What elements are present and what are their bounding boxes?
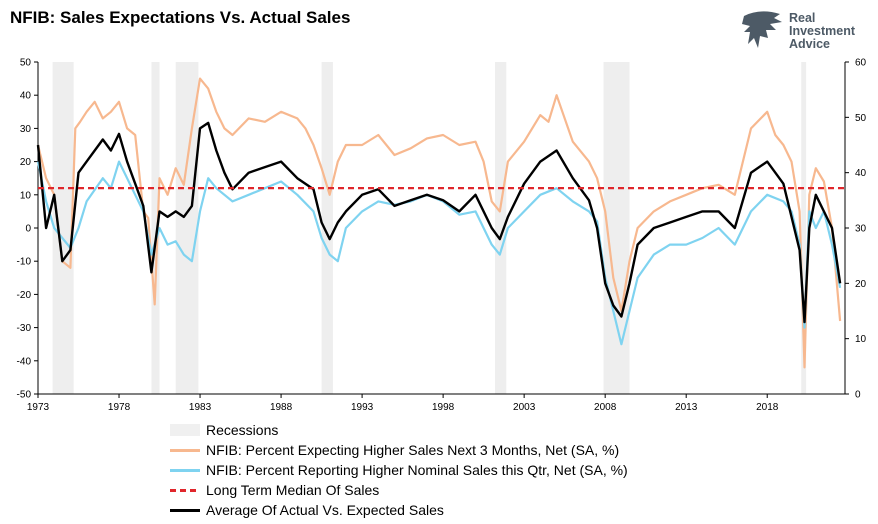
left-tick-label-3: 20 [20, 157, 32, 168]
left-tick-label-4: 10 [20, 190, 32, 201]
legend-label-median: Long Term Median Of Sales [206, 482, 380, 498]
series-line-2 [36, 121, 842, 324]
left-tick-label-8: -30 [17, 323, 32, 334]
recession-band-4 [494, 62, 507, 394]
legend-swatch-recessions [170, 424, 200, 436]
right-tick-label-5: 10 [855, 334, 867, 345]
x-tick-label-3: 1988 [270, 402, 293, 413]
brand-line-1: Real [789, 11, 816, 25]
brand-logo: Real Investment Advice [740, 8, 872, 54]
recession-band-0 [52, 62, 74, 394]
left-tick-label-1: 40 [20, 91, 32, 102]
x-tick-label-2: 1983 [189, 402, 212, 413]
brand-line-3: Advice [789, 37, 830, 51]
brand-line-2: Investment [789, 24, 855, 38]
recession-band-6 [801, 62, 807, 394]
legend: Recessions NFIB: Percent Expecting Highe… [170, 420, 628, 520]
left-tick-label-10: -50 [17, 390, 32, 401]
left-tick-label-2: 30 [20, 124, 32, 135]
right-tick-label-2: 40 [855, 168, 867, 179]
series-layer [36, 77, 842, 369]
eagle-icon [742, 11, 782, 48]
legend-swatch-average [170, 508, 200, 512]
chart-title: NFIB: Sales Expectations Vs. Actual Sale… [10, 8, 351, 27]
legend-swatch-actual [170, 468, 200, 472]
legend-label-actual: NFIB: Percent Reporting Higher Nominal S… [206, 462, 628, 478]
legend-item-recessions: Recessions [170, 420, 628, 440]
legend-item-actual: NFIB: Percent Reporting Higher Nominal S… [170, 460, 628, 480]
right-tick-label-6: 0 [855, 390, 861, 401]
x-tick-label-1: 1978 [108, 402, 131, 413]
recession-band-3 [321, 62, 333, 394]
legend-label-average: Average Of Actual Vs. Expected Sales [206, 502, 444, 518]
left-tick-label-0: 50 [20, 58, 32, 69]
x-tick-label-7: 2008 [594, 402, 617, 413]
left-tick-label-5: 0 [25, 224, 31, 235]
legend-item-expectations: NFIB: Percent Expecting Higher Sales Nex… [170, 440, 628, 460]
recession-band-2 [175, 62, 199, 394]
x-tick-label-4: 1993 [351, 402, 374, 413]
x-tick-label-6: 2003 [513, 402, 536, 413]
recession-bands [52, 62, 807, 394]
x-tick-label-9: 2018 [756, 402, 779, 413]
left-tick-label-9: -40 [17, 356, 32, 367]
legend-label-expectations: NFIB: Percent Expecting Higher Sales Nex… [206, 442, 620, 458]
series-line-0 [36, 77, 842, 369]
right-tick-label-0: 60 [855, 58, 867, 69]
x-tick-label-5: 1998 [432, 402, 455, 413]
legend-label-recessions: Recessions [206, 422, 279, 438]
x-axis: 1973 1978 1983 1988 1993 1998 2003 2008 2013 2018 [27, 394, 779, 413]
right-tick-label-3: 30 [855, 224, 867, 235]
legend-item-average: Average Of Actual Vs. Expected Sales [170, 500, 628, 520]
x-tick-label-8: 2013 [675, 402, 698, 413]
left-tick-label-7: -20 [17, 290, 32, 301]
left-y-axis: 50 40 30 20 10 0 -10 -20 -30 -40 -50 [17, 58, 38, 401]
x-tick-label-0: 1973 [27, 402, 50, 413]
legend-swatch-expectations [170, 448, 200, 452]
recession-band-1 [151, 62, 160, 394]
legend-item-median: Long Term Median Of Sales [170, 480, 628, 500]
right-y-axis: 60 50 40 30 20 10 0 [845, 58, 867, 401]
right-tick-label-1: 50 [855, 113, 867, 124]
right-tick-label-4: 20 [855, 279, 867, 290]
legend-swatch-median [170, 488, 200, 492]
left-tick-label-6: -10 [17, 257, 32, 268]
